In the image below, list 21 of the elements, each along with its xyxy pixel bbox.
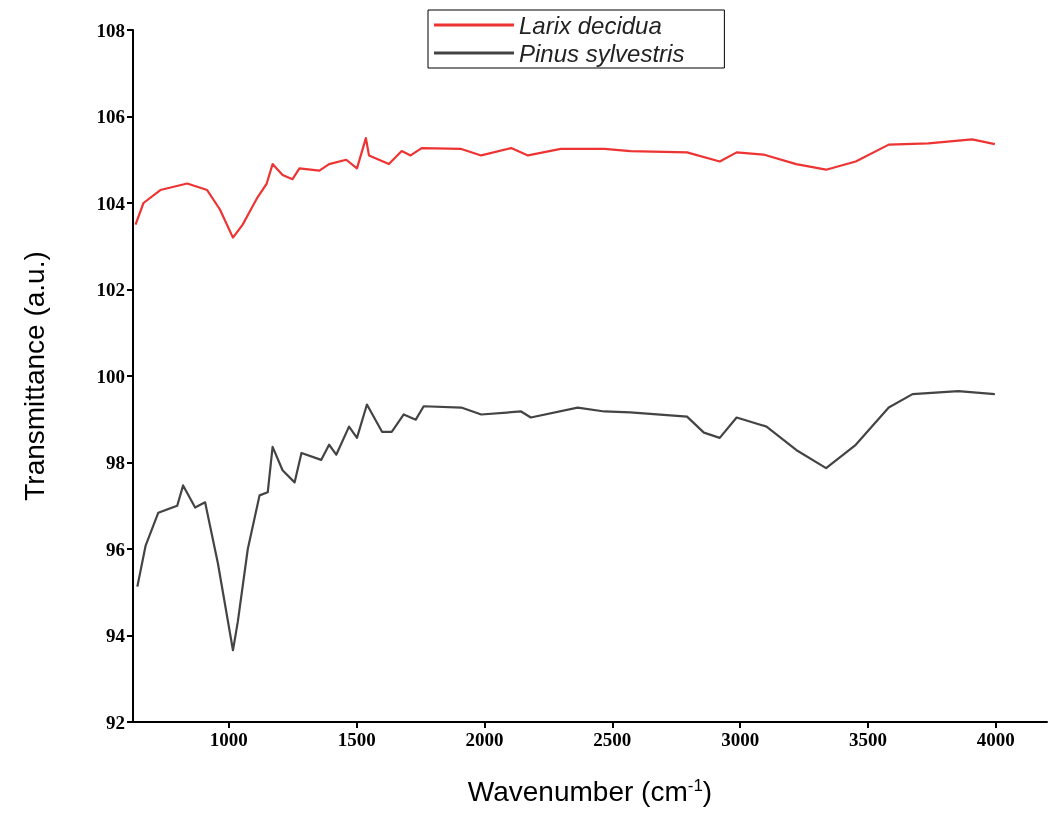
line-series <box>134 137 996 239</box>
x-tick-label: 2500 <box>593 729 632 750</box>
x-tick-label: 1000 <box>209 729 248 750</box>
x-tick-label: 4000 <box>976 729 1015 750</box>
x-tick-label: 1500 <box>337 729 376 750</box>
y-tick-label: 96 <box>106 538 125 560</box>
line-series <box>136 390 996 652</box>
y-tick-label: 102 <box>96 279 125 300</box>
y-tick-label: 106 <box>96 106 125 127</box>
y-tick-label: 100 <box>96 365 125 387</box>
y-tick-label: 108 <box>96 19 125 41</box>
x-tick-label: 3000 <box>721 729 760 750</box>
y-tick-label: 104 <box>96 192 126 214</box>
legend-label: Pinus sylvestris <box>519 39 685 67</box>
y-tick-label: 92 <box>106 711 125 733</box>
y-tick-label: 98 <box>106 452 125 473</box>
y-tick-label: 94 <box>106 625 126 646</box>
y-axis-title: Transmittance (a.u.) <box>18 251 50 501</box>
legend-label: Larix decidua <box>519 11 662 39</box>
x-tick-label: 3500 <box>849 729 888 750</box>
x-tick-label: 2000 <box>465 729 504 750</box>
